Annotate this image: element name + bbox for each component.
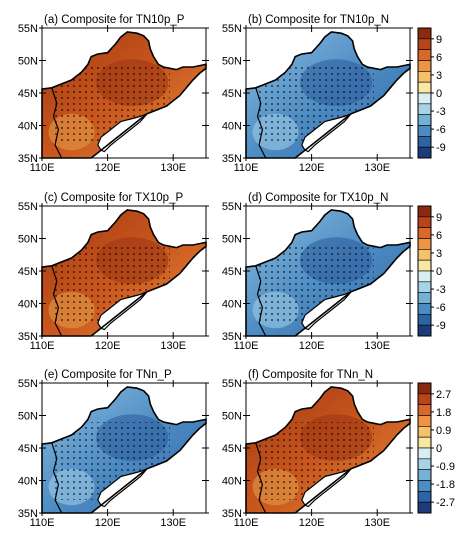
lat-tick-label: 50N (222, 411, 242, 423)
colorbar-label: 0 (436, 266, 442, 278)
colorbar-label: 6 (436, 52, 442, 64)
colorbar-label: 0.9 (436, 425, 451, 437)
lat-tick-label: 35N (222, 331, 242, 343)
lat-tick-label: 55N (18, 201, 38, 213)
lon-tick-label: 110E (30, 340, 55, 352)
lon-tick-label: 120E (299, 517, 325, 529)
coastline-a (41, 31, 207, 159)
coastline-f (245, 386, 411, 514)
colorbar-label: -0.9 (436, 461, 455, 473)
colorbar-label: 3 (436, 70, 442, 82)
lat-tick-label: 40N (18, 121, 38, 133)
coastline-e (41, 386, 207, 514)
colorbar-label: -9 (436, 142, 446, 154)
colorbar-label: -6 (436, 302, 446, 314)
lat-tick-label: 55N (18, 378, 38, 390)
coastline-c (41, 209, 207, 337)
lon-tick-label: 130E (364, 162, 390, 174)
lat-tick-label: 40N (222, 121, 242, 133)
panel-a: (a) Composite for TN10p_P 35N 40N 45N 50N 55N… (18, 14, 209, 174)
colorbar-label: 2.7 (436, 389, 451, 401)
panel-e: (e) Composite for TNn_P 35N 40N 45N 50N 55N 11… (18, 369, 209, 529)
lat-tick-label: 45N (18, 88, 38, 100)
lat-tick-label: 55N (222, 378, 242, 390)
colorbar-label: -3 (436, 284, 446, 296)
lat-tick-label: 45N (222, 266, 242, 278)
panel-b: (b) Composite for TN10p_N 35N 40N 45N 50N 55N… (222, 14, 413, 174)
lat-tick-label: 35N (18, 508, 38, 520)
lat-tick-label: 50N (222, 234, 242, 246)
colorbar-2: 9 6 3 0 -3 -6 -9 (417, 205, 446, 337)
colorbar-label: 0 (436, 443, 442, 455)
lat-tick-label: 40N (18, 476, 38, 488)
colorbar-1: 9 6 3 0 -3 -6 -9 (417, 27, 446, 159)
colorbar-label: 9 (436, 212, 442, 224)
colorbar-label: -2.7 (436, 497, 455, 509)
lat-tick-label: 40N (222, 299, 242, 311)
panel-title-e: (e) Composite for TNn_P (44, 369, 172, 381)
lon-tick-label: 120E (299, 162, 325, 174)
panel-f: (f) Composite for TNn_N 35N 40N 45N 50N 55N 11… (222, 369, 413, 529)
lon-tick-label: 130E (160, 340, 186, 352)
lat-tick-label: 45N (18, 266, 38, 278)
lat-tick-label: 35N (222, 508, 242, 520)
lon-tick-label: 130E (364, 517, 390, 529)
lat-tick-label: 40N (18, 299, 38, 311)
colorbar-label: 0 (436, 88, 442, 100)
panel-title-b: (b) Composite for TN10p_N (248, 14, 389, 26)
lat-tick-label: 50N (222, 56, 242, 68)
lat-tick-label: 40N (222, 476, 242, 488)
lon-tick-label: 130E (160, 162, 186, 174)
panel-title-f: (f) Composite for TNn_N (248, 369, 373, 381)
lat-tick-label: 35N (18, 331, 38, 343)
lat-tick-label: 50N (18, 234, 38, 246)
lat-tick-label: 50N (18, 411, 38, 423)
colorbar-label: -9 (436, 320, 446, 332)
panel-c: (c) Composite for TX10p_P 35N 40N 45N 50N 55N… (18, 192, 209, 352)
colorbar-label: 1.8 (436, 407, 451, 419)
lon-tick-label: 110E (30, 517, 55, 529)
lon-tick-label: 110E (234, 162, 259, 174)
lat-tick-label: 55N (18, 23, 38, 35)
lon-tick-label: 120E (95, 162, 121, 174)
lon-tick-label: 110E (234, 517, 259, 529)
lat-tick-label: 35N (18, 153, 38, 165)
lon-tick-label: 120E (299, 340, 325, 352)
colorbar-label: -1.8 (436, 479, 455, 491)
colorbar-label: 6 (436, 230, 442, 242)
lat-tick-label: 45N (222, 443, 242, 455)
coastline-b (245, 31, 411, 159)
lat-tick-label: 55N (222, 23, 242, 35)
panel-title-d: (d) Composite for TX10p_N (248, 192, 388, 204)
lat-tick-label: 50N (18, 56, 38, 68)
lon-tick-label: 120E (95, 340, 121, 352)
lon-tick-label: 110E (234, 340, 259, 352)
lon-tick-label: 130E (160, 517, 186, 529)
lat-tick-label: 45N (222, 88, 242, 100)
lon-tick-label: 110E (30, 162, 55, 174)
colorbar-label: 9 (436, 34, 442, 46)
colorbar-label: 3 (436, 248, 442, 260)
lon-tick-label: 120E (95, 517, 121, 529)
colorbar-label: -3 (436, 106, 446, 118)
coastline-d (245, 209, 411, 337)
lat-tick-label: 45N (18, 443, 38, 455)
lat-tick-label: 55N (222, 201, 242, 213)
colorbar-label: -6 (436, 124, 446, 136)
panel-title-a: (a) Composite for TN10p_P (44, 14, 185, 26)
lat-tick-label: 35N (222, 153, 242, 165)
colorbar-3: 2.7 1.8 0.9 0 -0.9 -1.8 -2.7 (417, 382, 455, 514)
lon-tick-label: 130E (364, 340, 390, 352)
panel-title-c: (c) Composite for TX10p_P (44, 192, 183, 204)
panel-d: (d) Composite for TX10p_N 35N 40N 45N 50N 55N… (222, 192, 413, 352)
